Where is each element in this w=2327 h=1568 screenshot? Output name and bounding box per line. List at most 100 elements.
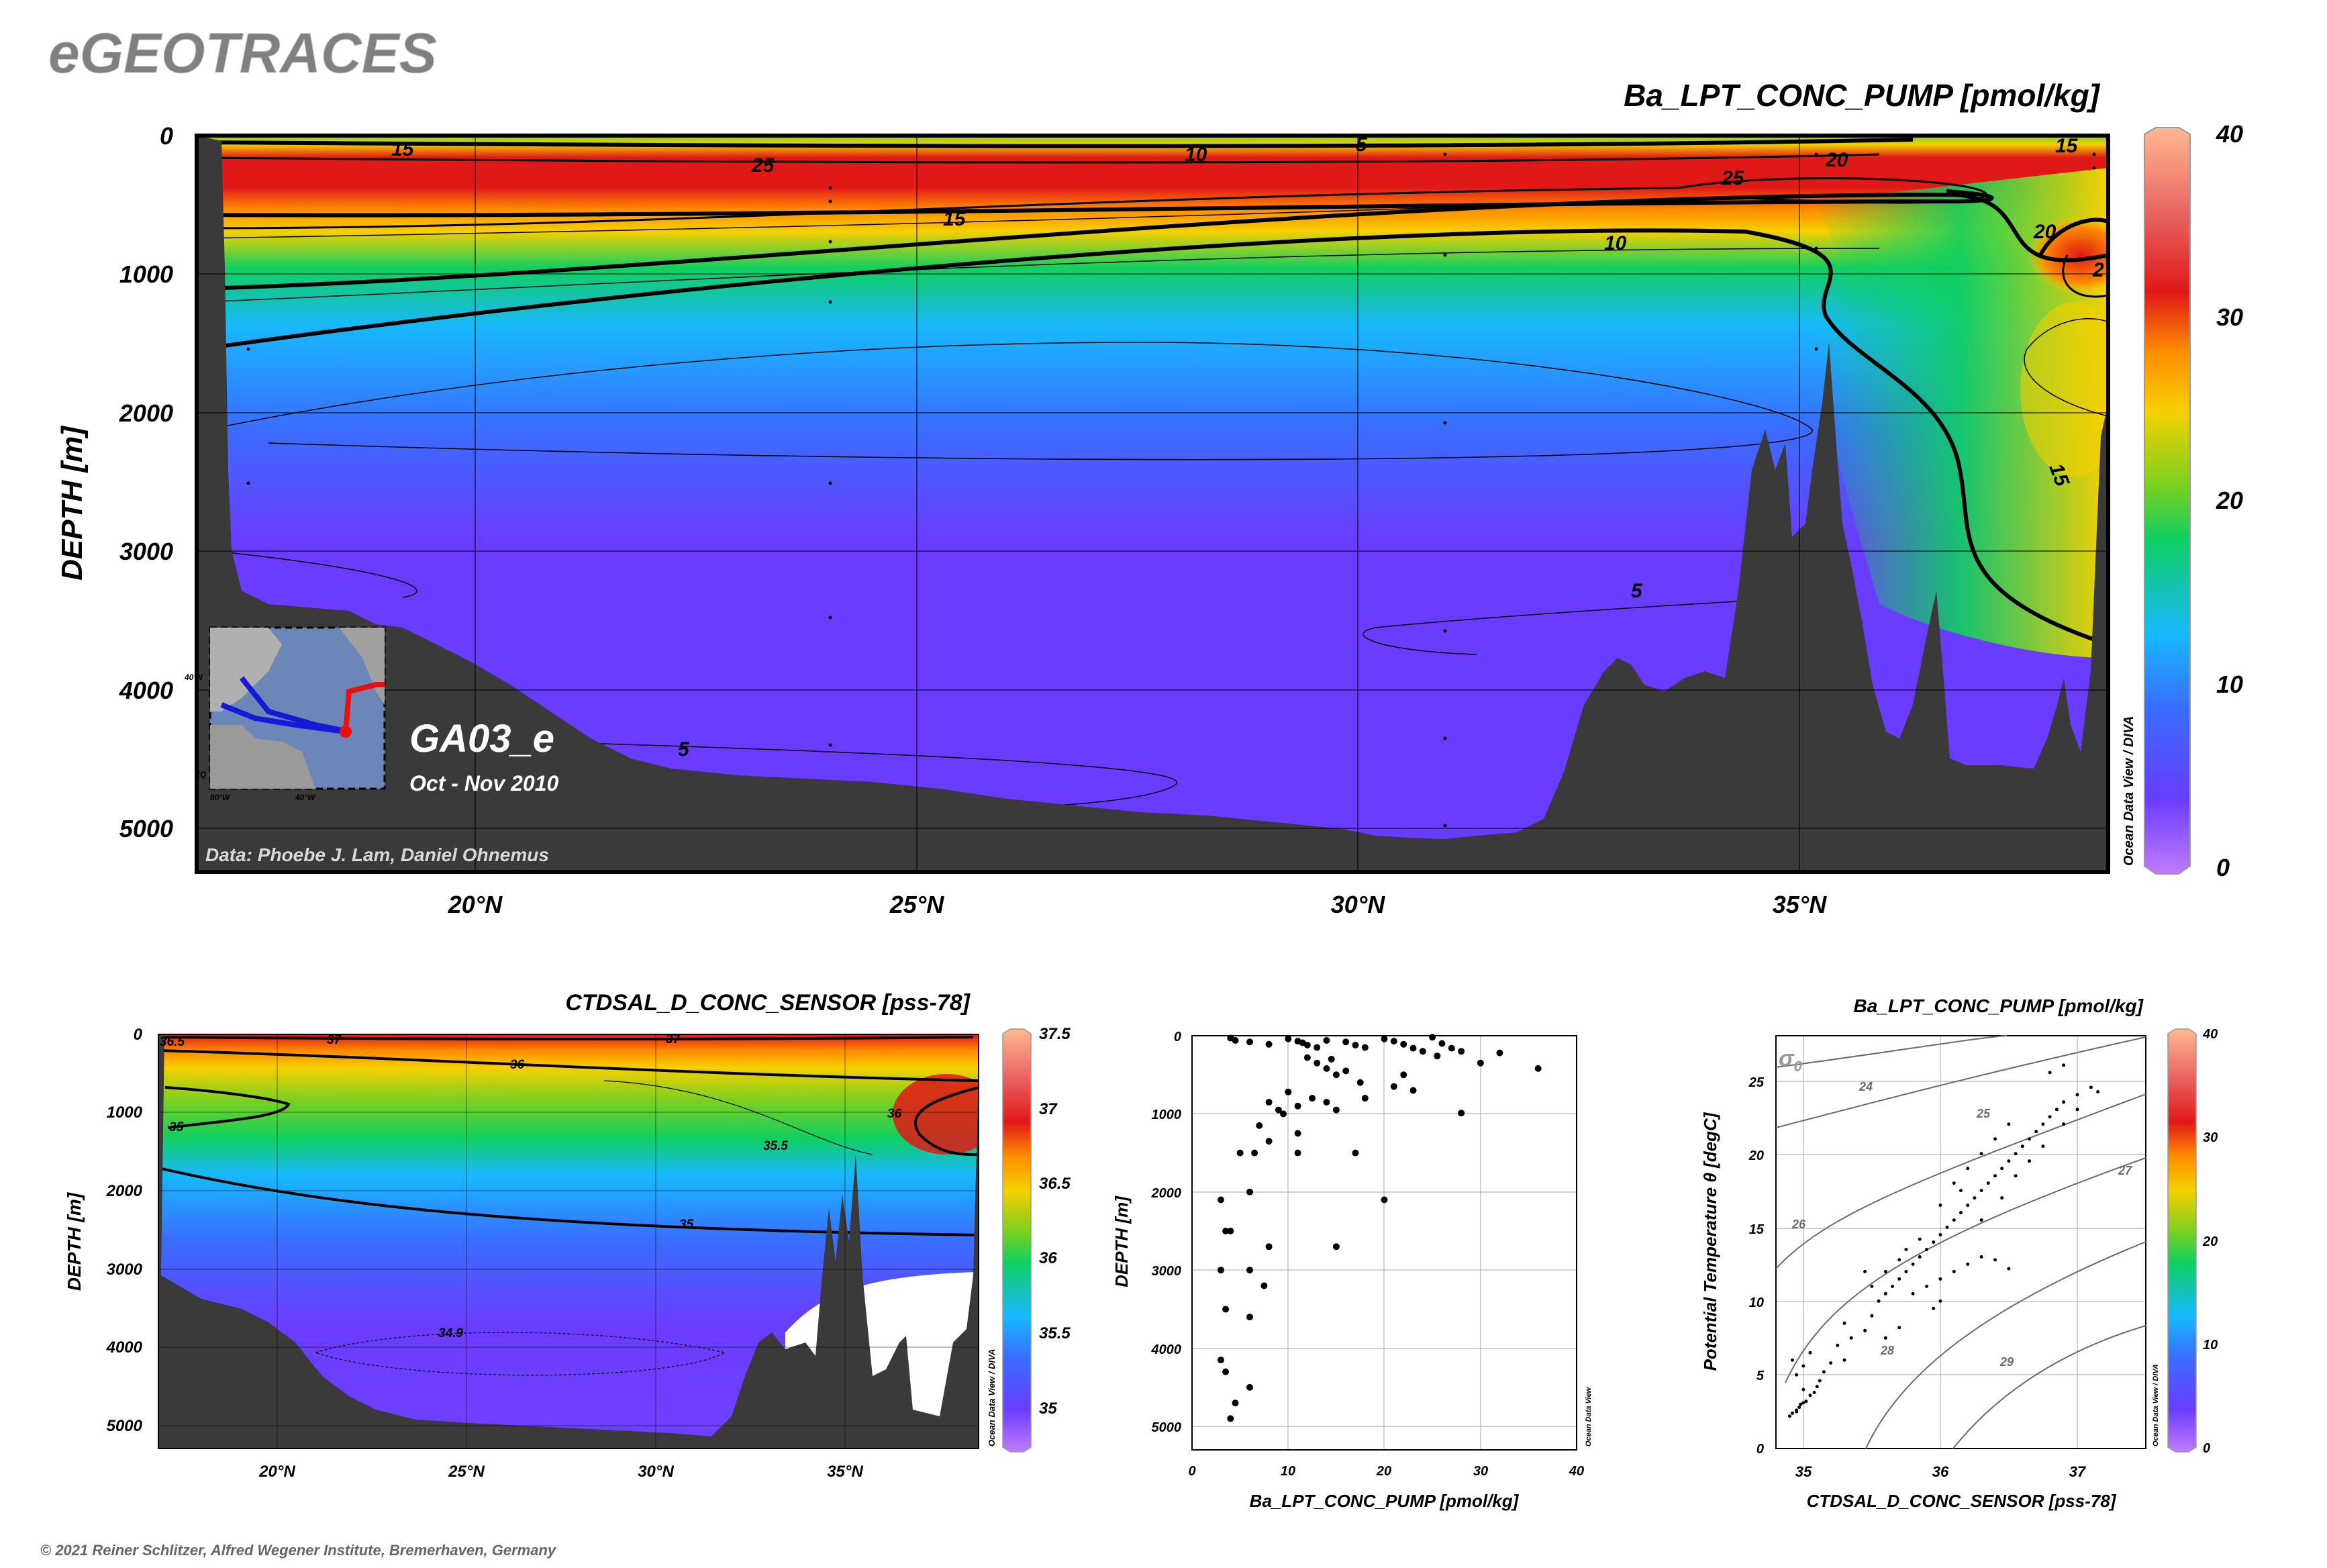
ts-point — [1829, 1361, 1833, 1365]
ts-point — [1993, 1137, 1997, 1141]
colorbar-tick: 20 — [2202, 1234, 2218, 1249]
isopycnal-label: 27 — [2118, 1164, 2132, 1177]
colorbar-tick: 30 — [2216, 303, 2243, 331]
ts-point — [1993, 1174, 1997, 1178]
salinity-plot-frame — [158, 1034, 979, 1449]
ts-points — [1787, 1063, 2100, 1418]
sigma-label: σ0 — [1779, 1046, 1803, 1075]
ts-x-ticks: 35 36 37 — [1795, 1463, 2087, 1480]
profile-point — [1419, 1048, 1426, 1055]
ts-watermark: Ocean Data View / DIVA — [2152, 1364, 2160, 1447]
contour-line — [197, 138, 1914, 148]
y-tick-label: 4000 — [1151, 1342, 1182, 1357]
profile-point — [1265, 1243, 1273, 1251]
ts-point — [2075, 1093, 2079, 1097]
ts-point — [2054, 1108, 2059, 1112]
colorbar-tick: 35 — [1039, 1400, 1057, 1418]
profile-point — [1314, 1059, 1321, 1067]
inset-map: 40°N EQ 80°W 40°W — [184, 626, 386, 802]
y-tick-label: 0 — [1756, 1442, 1764, 1457]
y-tick-label: 5000 — [119, 815, 173, 842]
y-tick-label: 4000 — [119, 677, 173, 704]
salinity-contour — [164, 1086, 291, 1129]
x-tick-label: 25°N — [448, 1463, 485, 1481]
profile-watermark: Ocean Data View — [1585, 1386, 1593, 1447]
x-tick-label: 37 — [2069, 1463, 2087, 1480]
colorbar-tick: 36.5 — [1039, 1175, 1071, 1193]
contour-label: 2 — [2092, 259, 2104, 281]
contour-label: 35 — [169, 1120, 184, 1134]
ts-point — [1945, 1226, 1949, 1229]
profile-point — [1448, 1044, 1455, 1052]
ts-isopycnal-labels: 24 25 26 27 28 29 — [1791, 1080, 2132, 1369]
salinity-contour-labels: 36.5 37 37 36 35 35.5 36 35 34.9 — [160, 1032, 902, 1340]
data-credit: Data: Phoebe J. Lam, Daniel Ohnemus — [205, 844, 549, 865]
profile-point — [1236, 1149, 1244, 1157]
colorbar-tick: 0 — [2203, 1441, 2210, 1456]
profile-point — [1390, 1083, 1397, 1090]
profile-point — [1275, 1106, 1282, 1114]
ts-point — [1787, 1414, 1791, 1418]
ts-point — [1932, 1240, 1936, 1244]
ts-point — [1812, 1391, 1816, 1394]
ts-colorbar-ticks: 0 10 20 30 40 — [2202, 1027, 2218, 1456]
ts-point — [1966, 1167, 1970, 1171]
ts-point — [2048, 1115, 2052, 1119]
contour-label: 25 — [751, 154, 775, 177]
profile-x-axis-label: Ba_LPT_CONC_PUMP [pmol/kg] — [1250, 1491, 1520, 1511]
ts-point — [2014, 1152, 2018, 1156]
colorbar-tick: 20 — [2216, 487, 2243, 514]
ts-scatter-plot: Ba_LPT_CONC_PUMP [pmol/kg] 24 25 26 27 2… — [1700, 995, 2218, 1511]
contour-label: 15 — [2055, 135, 2079, 157]
x-tick-label: 0 — [1188, 1464, 1195, 1479]
ts-point — [1897, 1326, 1901, 1330]
isopycnal-label: 28 — [1880, 1344, 1894, 1357]
ts-point — [2062, 1100, 2066, 1104]
ts-point — [1952, 1269, 1956, 1273]
ts-point — [2048, 1071, 2052, 1075]
profile-point — [1222, 1368, 1230, 1375]
main-section-title: Ba_LPT_CONC_PUMP [pmol/kg] — [1624, 78, 2101, 113]
ts-point — [2028, 1159, 2031, 1163]
contour-line — [201, 177, 1988, 230]
profile-point — [1409, 1087, 1417, 1094]
y-tick-label: 4000 — [106, 1338, 143, 1357]
ts-point — [1836, 1343, 1840, 1347]
profile-point — [1309, 1095, 1316, 1102]
ts-point — [1925, 1248, 1928, 1251]
salinity-section-title: CTDSAL_D_CONC_SENSOR [pss-78] — [565, 990, 971, 1016]
profile-y-axis-label: DEPTH [m] — [1111, 1195, 1132, 1287]
y-tick-label: 1000 — [107, 1104, 143, 1122]
colorbar-tick: 30 — [2203, 1130, 2218, 1145]
inset-label: 40°N — [184, 673, 203, 682]
ts-point — [1815, 1385, 1819, 1389]
ts-point — [2028, 1137, 2031, 1141]
inset-label: EQ — [195, 770, 207, 779]
salinity-contour — [914, 1086, 979, 1156]
ts-point — [1966, 1204, 1970, 1208]
salinity-watermark: Ocean Data View / DIVA — [987, 1349, 997, 1447]
profile-point — [1218, 1357, 1224, 1364]
profile-point — [1246, 1383, 1253, 1391]
ts-point — [1979, 1255, 1983, 1259]
profile-point — [1390, 1038, 1397, 1045]
x-tick-label: 35 — [1795, 1463, 1812, 1480]
colorbar-tick: 35.5 — [1039, 1324, 1071, 1342]
ts-point — [1808, 1351, 1812, 1355]
profile-point — [1332, 1071, 1340, 1079]
ts-point — [1883, 1336, 1887, 1340]
ts-point — [1799, 1402, 1803, 1406]
main-field-east-hot — [2027, 215, 2108, 295]
ts-point — [1863, 1269, 1867, 1273]
profile-point — [1409, 1044, 1417, 1052]
ts-point — [1979, 1189, 1983, 1193]
cruise-label: GA03_e — [409, 717, 554, 761]
main-y-ticks: 0 1000 2000 3000 4000 5000 — [119, 122, 173, 842]
contour-line — [201, 201, 1612, 239]
colorbar-tick: 10 — [2216, 671, 2243, 698]
ts-point — [2000, 1167, 2004, 1171]
isopycnal-label: 25 — [1976, 1107, 1991, 1120]
salinity-x-ticks: 20°N 25°N 30°N 35°N — [258, 1463, 863, 1481]
contour-label: 20 — [2033, 221, 2057, 243]
